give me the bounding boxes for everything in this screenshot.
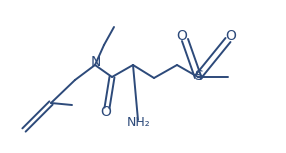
- Text: O: O: [226, 29, 237, 43]
- Text: N: N: [91, 55, 101, 69]
- Text: NH₂: NH₂: [127, 116, 151, 129]
- Text: S: S: [195, 69, 203, 83]
- Text: O: O: [101, 105, 112, 119]
- Text: O: O: [176, 29, 187, 43]
